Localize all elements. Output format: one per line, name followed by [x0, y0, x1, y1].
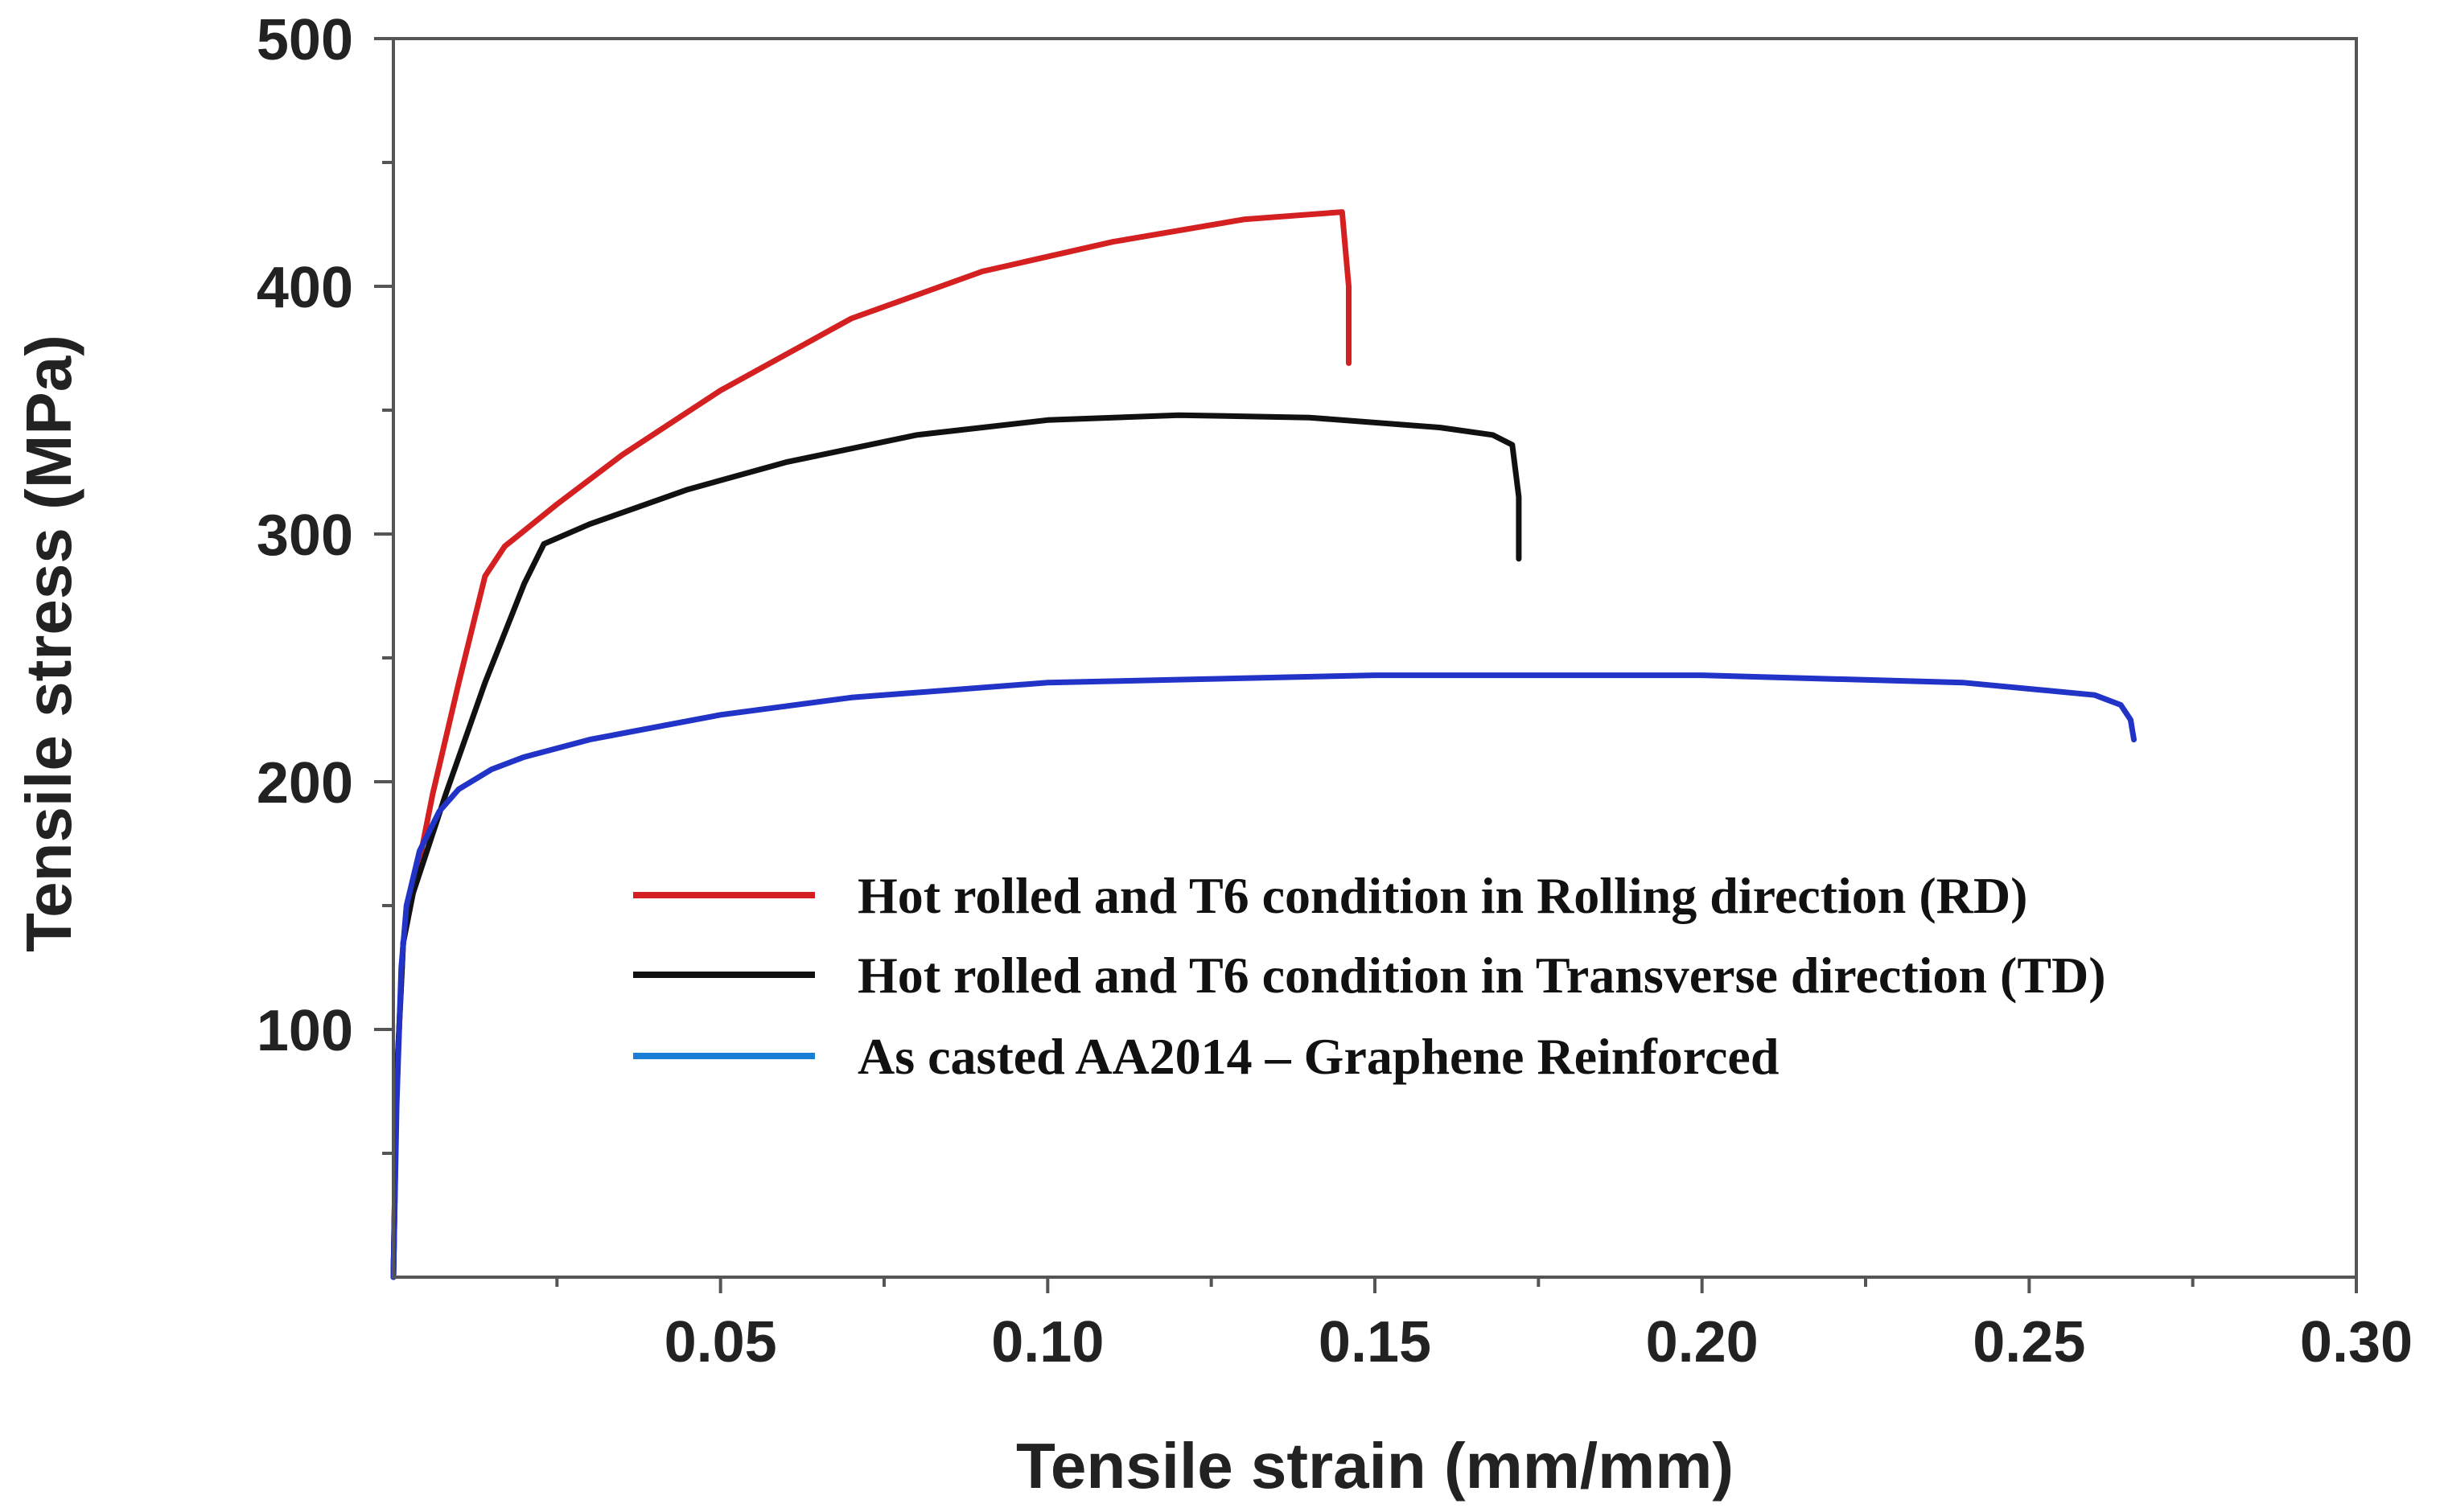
- series-line-2: [390, 672, 2137, 1280]
- x-tick-label: 0.15: [1319, 1310, 1431, 1374]
- x-axis-title: Tensile strain (mm/mm): [1016, 1430, 1734, 1502]
- y-tick-label: 100: [257, 999, 353, 1063]
- legend-label-rd: Hot rolled and T6 condition in Rolling d…: [858, 867, 2027, 924]
- x-tick-label: 0.05: [665, 1310, 777, 1374]
- x-tick-label: 0.25: [1973, 1310, 2085, 1374]
- series-line-1: [390, 412, 1522, 1280]
- y-tick-label: 300: [257, 503, 353, 568]
- x-tick-label: 0.20: [1646, 1310, 1759, 1374]
- ticks-layer: [374, 37, 2358, 1293]
- y-axis-title: Tensile stress (MPa): [13, 335, 84, 952]
- series-layer: [390, 209, 2137, 1280]
- tick-labels-layer: 0.05 0.10 0.15 0.20 0.25 0.30 100 200 300 400 500: [257, 8, 2413, 1374]
- y-tick-label: 400: [257, 256, 353, 320]
- legend-label-cast: As casted AA2014 – Graphene Reinforced: [858, 1028, 1779, 1085]
- legend-label-td: Hot rolled and T6 condition in Transvers…: [858, 947, 2106, 1004]
- y-tick-label: 500: [257, 8, 353, 72]
- y-tick-label: 200: [257, 751, 353, 816]
- x-tick-label: 0.10: [991, 1310, 1104, 1374]
- legend: Hot rolled and T6 condition in Rolling d…: [633, 867, 2106, 1085]
- x-tick-label: 0.30: [2300, 1310, 2413, 1374]
